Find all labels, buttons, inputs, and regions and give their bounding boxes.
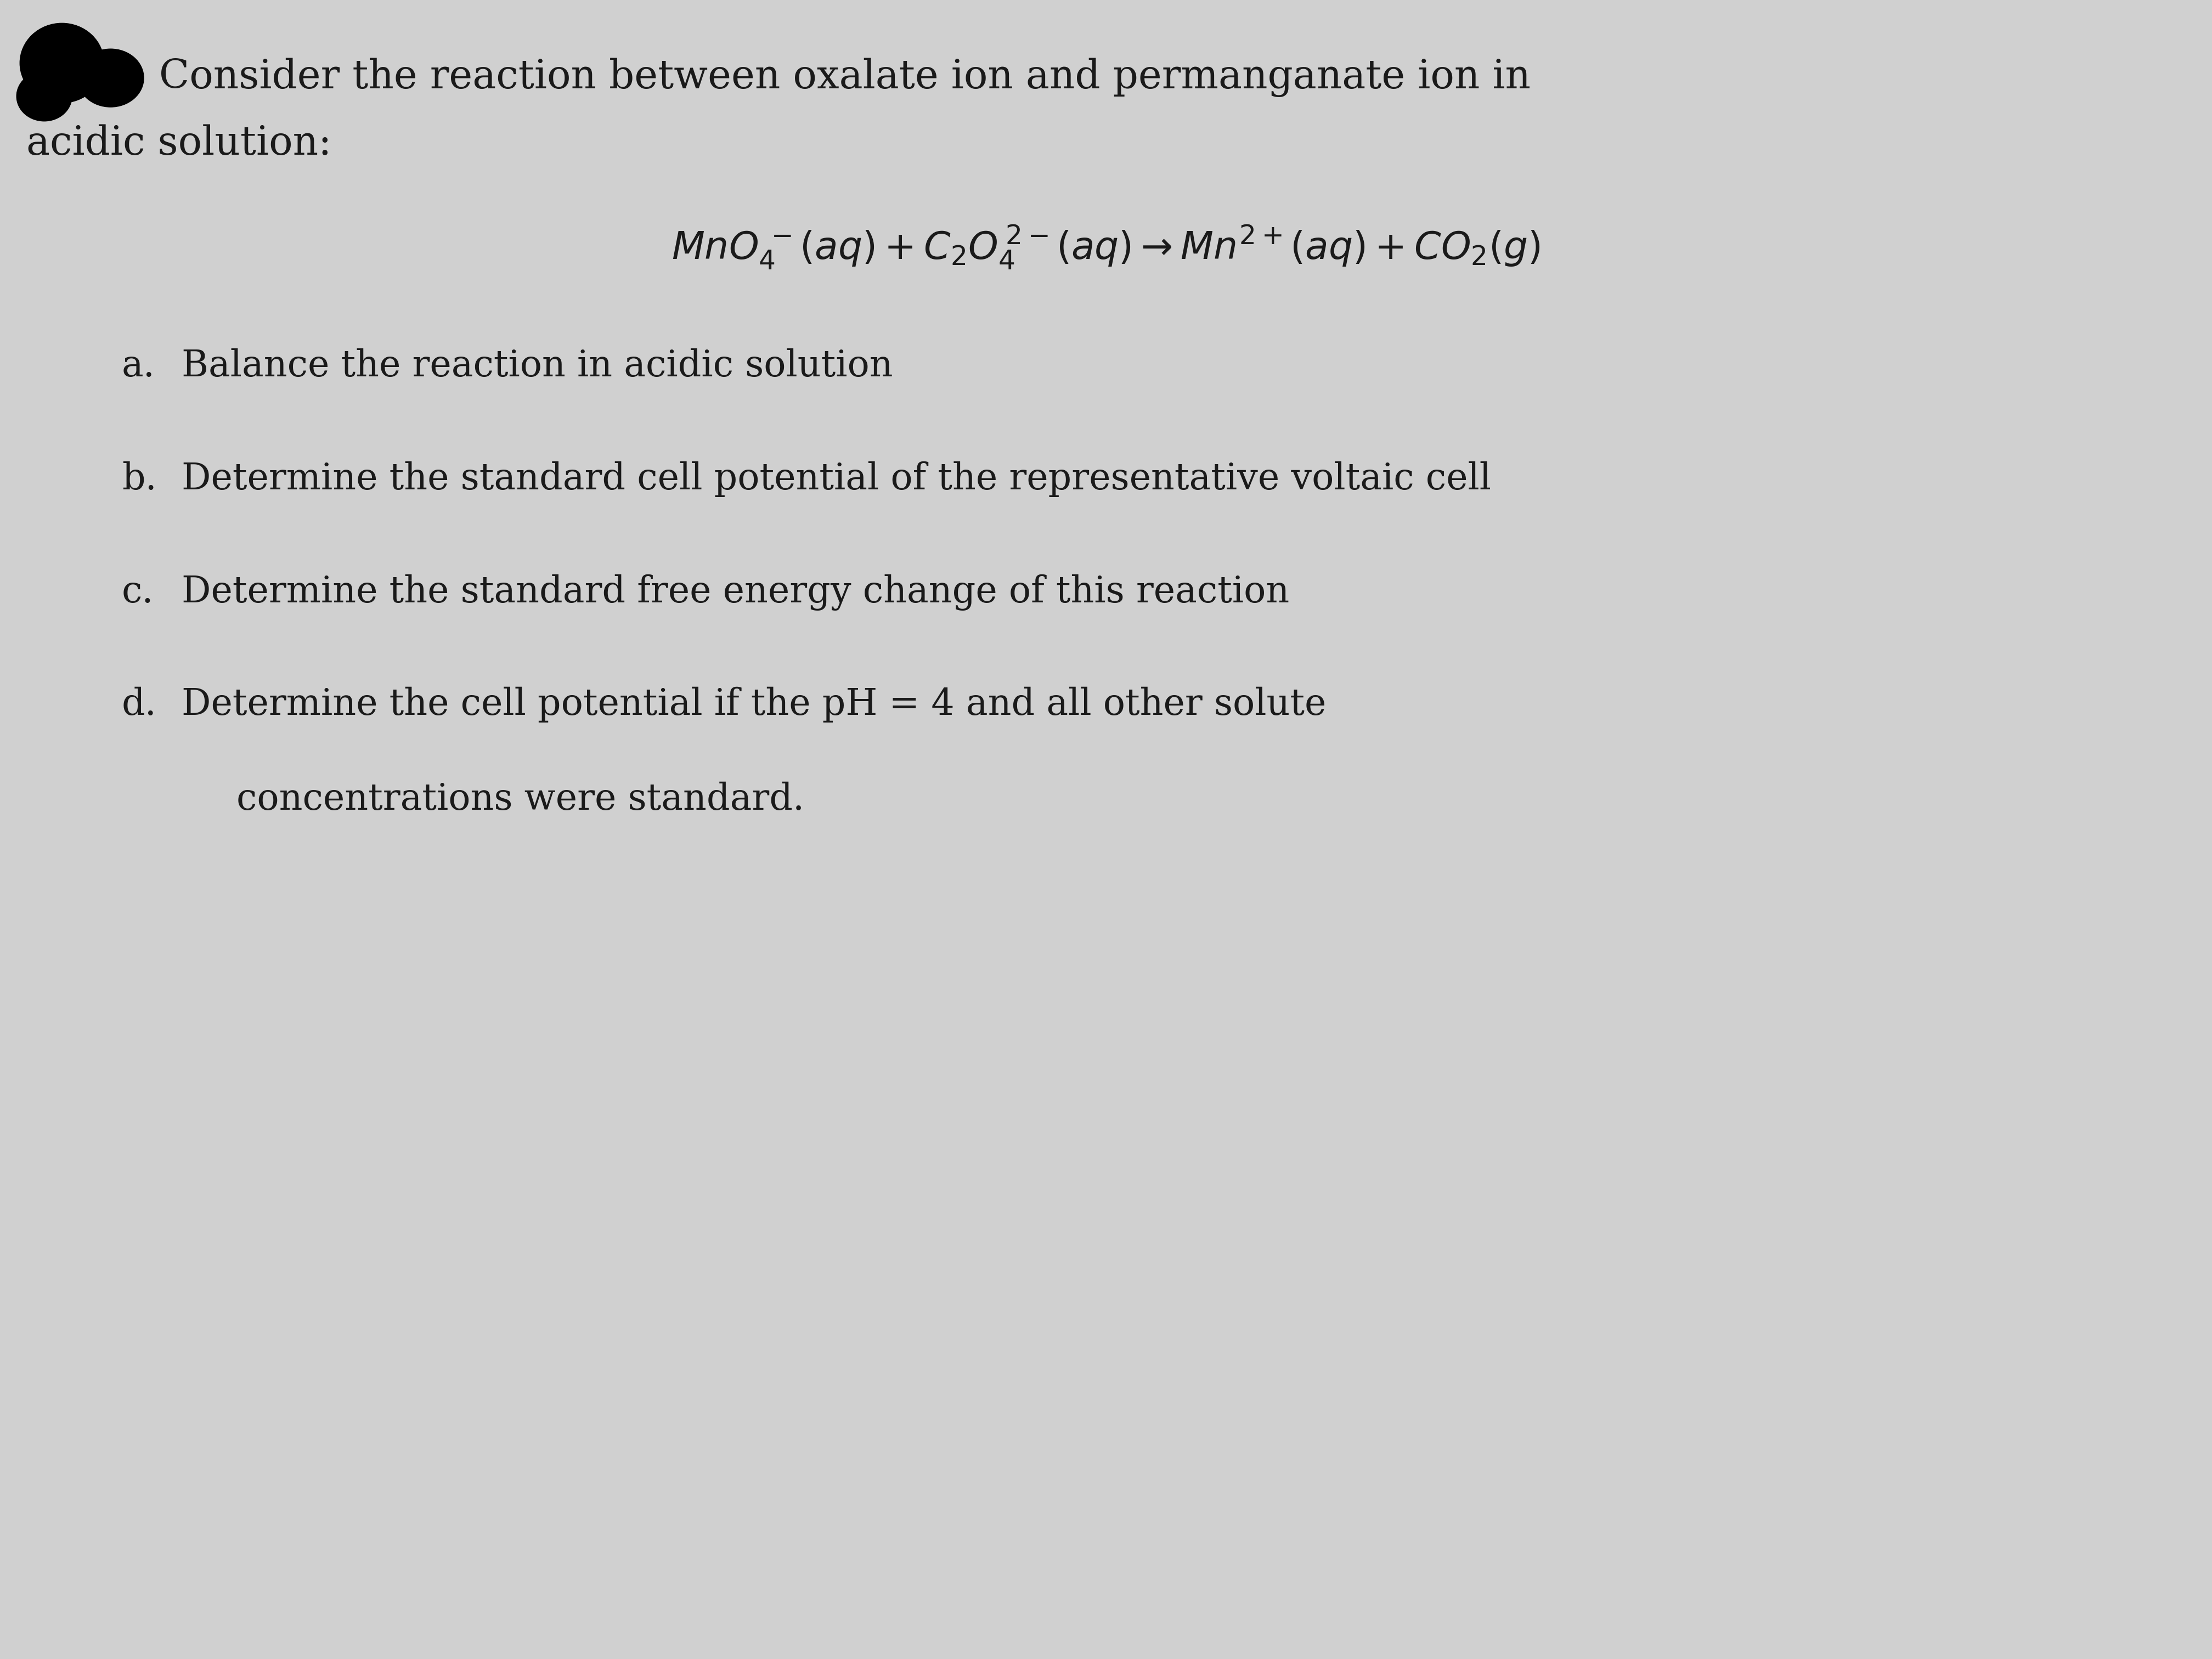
Text: Determine the standard free energy change of this reaction: Determine the standard free energy chang… [181, 574, 1290, 611]
Text: concentrations were standard.: concentrations were standard. [237, 781, 805, 818]
Text: b.: b. [122, 461, 157, 498]
Text: a.: a. [122, 348, 155, 385]
Text: acidic solution:: acidic solution: [27, 124, 332, 163]
Text: d.: d. [122, 687, 157, 723]
Text: Determine the cell potential if the pH = 4 and all other solute: Determine the cell potential if the pH =… [181, 687, 1325, 723]
Text: Consider the reaction between oxalate ion and permanganate ion in: Consider the reaction between oxalate io… [159, 58, 1531, 98]
Text: c.: c. [122, 574, 155, 611]
Text: Determine the standard cell potential of the representative voltaic cell: Determine the standard cell potential of… [181, 461, 1491, 498]
Ellipse shape [20, 23, 104, 103]
Text: $MnO_4^{\,-}(aq) + C_2O_4^{\,2-}(aq) \rightarrow Mn^{2+}(aq) + CO_2(g)$: $MnO_4^{\,-}(aq) + C_2O_4^{\,2-}(aq) \ri… [672, 224, 1540, 272]
Ellipse shape [15, 71, 71, 121]
Ellipse shape [77, 50, 144, 108]
Text: Balance the reaction in acidic solution: Balance the reaction in acidic solution [181, 348, 894, 385]
